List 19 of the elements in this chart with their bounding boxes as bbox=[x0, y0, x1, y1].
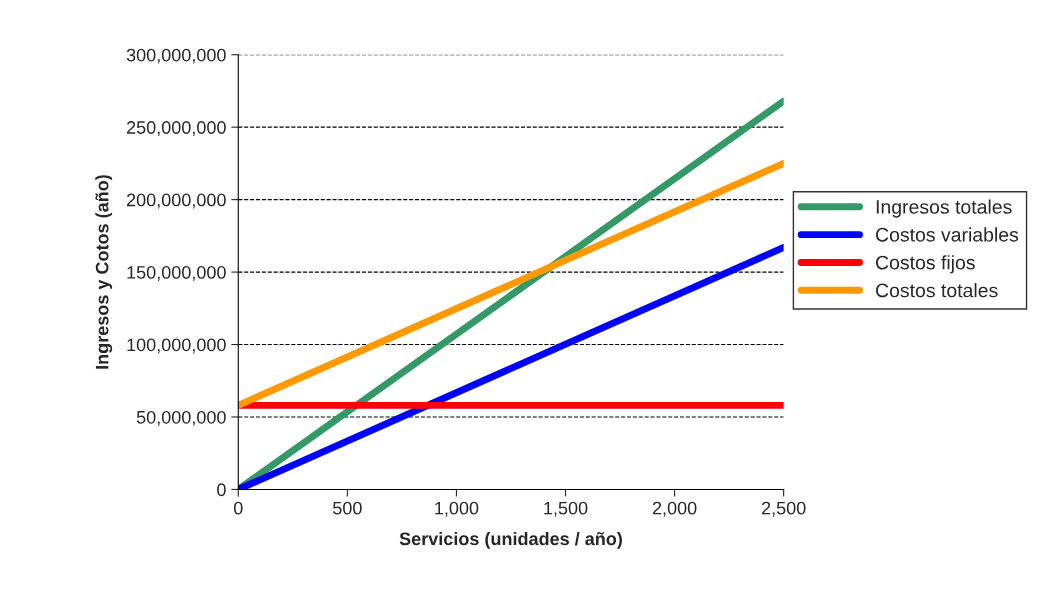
x-tick-label: 2,500 bbox=[761, 501, 806, 517]
y-tick-label: 50,000,000 bbox=[136, 410, 226, 426]
legend-label: Costos fijos bbox=[876, 255, 975, 274]
y-axis-title: Ingresos y Cotos (año) bbox=[95, 175, 113, 369]
y-tick-label: 100,000,000 bbox=[127, 338, 226, 354]
y-tick-label: 300,000,000 bbox=[126, 48, 226, 64]
x-tick-label: 500 bbox=[333, 501, 362, 515]
x-axis-title: Servicios (unidades / año) bbox=[399, 531, 622, 549]
x-tick-label: 1,500 bbox=[544, 501, 588, 517]
y-tick-label: 200,000,000 bbox=[126, 193, 226, 209]
x-tick-label: 2,000 bbox=[652, 501, 697, 517]
legend-label: Ingresos totales bbox=[876, 199, 1012, 218]
y-tick-label: 0 bbox=[217, 483, 226, 497]
x-tick-label: 1,000 bbox=[435, 501, 479, 517]
legend-label: Costos totales bbox=[876, 283, 998, 298]
x-tick-label: 0 bbox=[233, 501, 243, 515]
y-tick-label: 250,000,000 bbox=[126, 121, 226, 137]
legend-label: Costos variables bbox=[876, 227, 1019, 242]
y-tick-label: 150,000,000 bbox=[127, 266, 226, 281]
